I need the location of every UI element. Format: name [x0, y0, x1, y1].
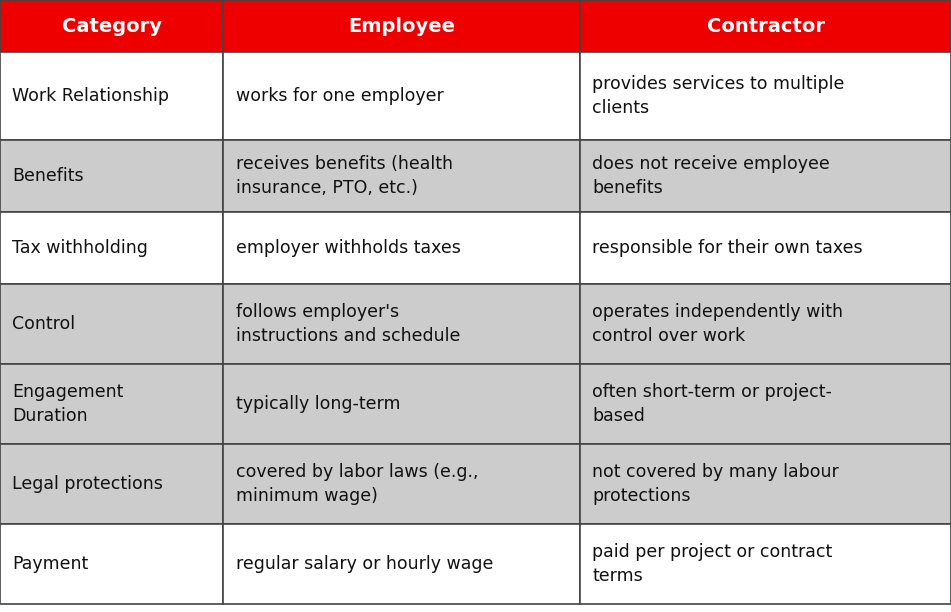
Bar [0, 524, 223, 604]
Bar [223, 0, 580, 52]
Bar [0, 284, 223, 364]
Bar [580, 0, 951, 52]
Text: Category: Category [62, 17, 162, 35]
Text: employer withholds taxes: employer withholds taxes [236, 239, 460, 257]
Text: Payment: Payment [12, 555, 88, 573]
Text: Control: Control [12, 315, 75, 333]
Bar [223, 444, 580, 524]
Bar [580, 212, 951, 284]
Bar [0, 212, 223, 284]
Text: operates independently with
control over work: operates independently with control over… [592, 303, 844, 345]
Text: receives benefits (health
insurance, PTO, etc.): receives benefits (health insurance, PTO… [236, 155, 453, 197]
Bar [580, 52, 951, 140]
Text: Engagement
Duration: Engagement Duration [12, 383, 124, 425]
Text: regular salary or hourly wage: regular salary or hourly wage [236, 555, 494, 573]
Text: works for one employer: works for one employer [236, 87, 443, 105]
Bar [580, 140, 951, 212]
Text: not covered by many labour
protections: not covered by many labour protections [592, 463, 839, 505]
Bar [0, 0, 223, 52]
Text: Work Relationship: Work Relationship [12, 87, 169, 105]
Bar [223, 212, 580, 284]
Bar [223, 364, 580, 444]
Bar [580, 524, 951, 604]
Text: Contractor: Contractor [707, 17, 825, 35]
Bar [223, 524, 580, 604]
Bar [223, 284, 580, 364]
Text: paid per project or contract
terms: paid per project or contract terms [592, 543, 833, 585]
Bar [580, 284, 951, 364]
Text: does not receive employee
benefits: does not receive employee benefits [592, 155, 830, 197]
Bar [580, 444, 951, 524]
Bar [580, 364, 951, 444]
Bar [223, 52, 580, 140]
Text: Legal protections: Legal protections [12, 475, 164, 493]
Text: often short-term or project-
based: often short-term or project- based [592, 383, 832, 425]
Bar [0, 52, 223, 140]
Text: responsible for their own taxes: responsible for their own taxes [592, 239, 864, 257]
Text: Employee: Employee [348, 17, 456, 35]
Text: follows employer's
instructions and schedule: follows employer's instructions and sche… [236, 303, 460, 345]
Bar [223, 140, 580, 212]
Bar [0, 140, 223, 212]
Bar [0, 364, 223, 444]
Text: Benefits: Benefits [12, 167, 84, 185]
Bar [0, 444, 223, 524]
Text: provides services to multiple
clients: provides services to multiple clients [592, 75, 844, 117]
Text: typically long-term: typically long-term [236, 395, 400, 413]
Text: covered by labor laws (e.g.,
minimum wage): covered by labor laws (e.g., minimum wag… [236, 463, 478, 505]
Text: Tax withholding: Tax withholding [12, 239, 148, 257]
